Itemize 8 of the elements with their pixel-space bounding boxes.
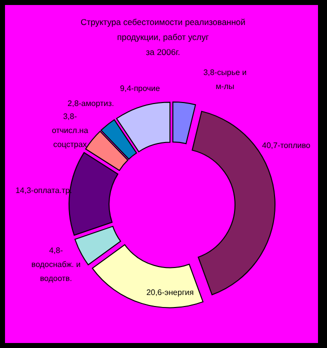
slice-label: 20,6-энергия — [146, 288, 194, 297]
slice-label: 4,8- водоснабж. и водоотв. — [31, 246, 81, 283]
slice-label: 9,4-прочие — [120, 84, 161, 93]
slice-label: 3,8- отчисл.на соцстрах — [52, 112, 89, 149]
chart-title: Структура себестоимости реализованной продукции, работ услуг за 2006г. — [80, 17, 246, 57]
slice-label: 3,8-сырье и м-лы — [203, 68, 247, 91]
slice-label: 2,8-амортиз. — [68, 99, 114, 108]
slice-label: 40,7-топливо — [262, 141, 311, 150]
